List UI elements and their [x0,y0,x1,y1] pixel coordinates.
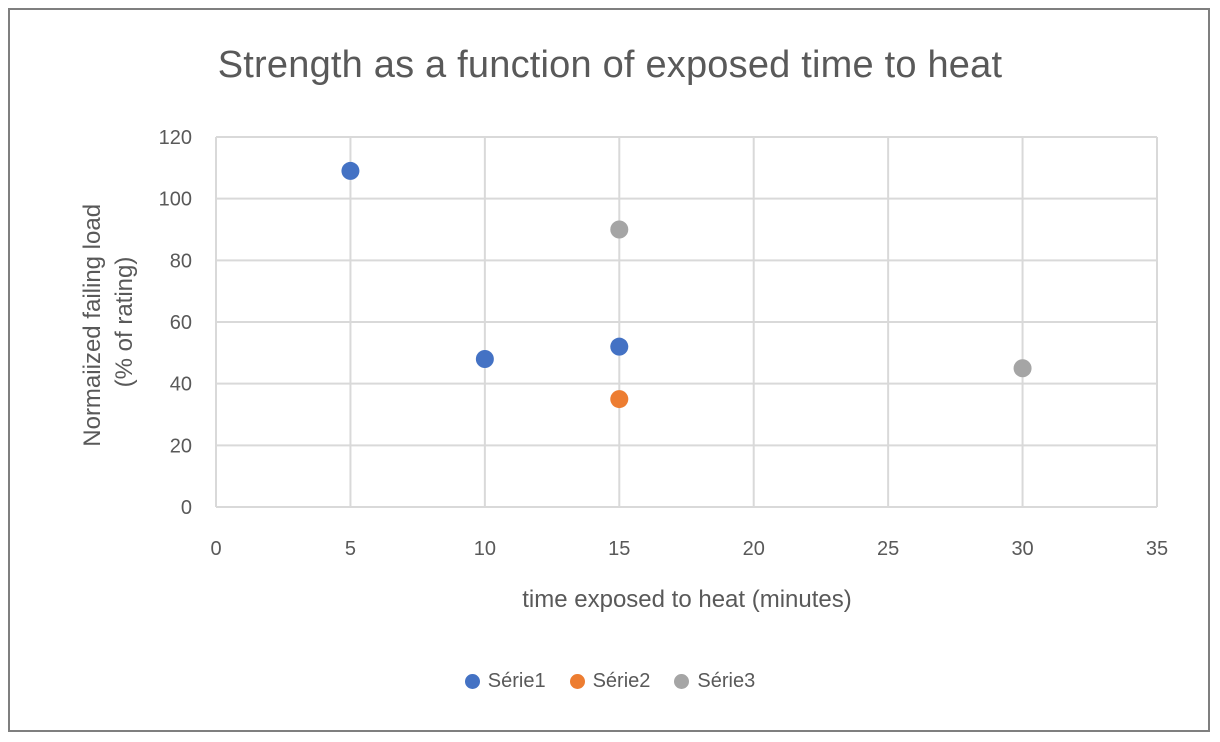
y-tick-label: 60 [170,312,192,334]
x-axis-ticks: 0 5 10 15 20 25 30 35 [210,538,1168,560]
x-tick-label: 25 [877,538,899,560]
legend-marker [674,674,690,689]
y-tick-label: 0 [181,497,192,519]
x-tick-label: 35 [1146,538,1168,560]
y-tick-label: 20 [170,435,192,457]
data-point-series-2 [610,390,629,409]
data-points [341,161,1032,409]
data-point-series-1 [610,337,629,356]
data-point-series-1 [341,161,360,180]
legend-label: Série2 [592,670,651,692]
gridlines [215,136,1158,508]
y-tick-label: 40 [170,374,192,396]
x-tick-label: 5 [345,538,356,560]
y-tick-label: 80 [170,250,192,272]
y-axis-title: Normaiized failing load (% of rating) [79,197,138,446]
legend-label: Série3 [697,670,756,692]
legend-marker [464,674,480,689]
x-axis-title: time exposed to heat (minutes) [522,586,852,613]
y-tick-label: 100 [159,189,192,211]
x-tick-label: 15 [608,538,630,560]
legend-item-series-2: Série2 [569,670,651,693]
y-tick-label: 120 [159,127,192,149]
data-point-series-1 [475,350,494,368]
legend-label: Série1 [487,670,546,692]
legend-item-series-1: Série1 [464,670,546,693]
x-tick-label: 20 [743,538,765,560]
legend: Série1 Série2 Série3 [0,670,1220,693]
x-tick-label: 10 [474,538,496,560]
y-axis-title-line-1: Normaiized failing load [79,204,106,447]
data-point-series-3 [1013,359,1032,378]
y-axis-ticks: 0 20 40 60 80 100 120 [159,127,192,519]
chart-frame [8,8,1210,732]
y-axis-title-line-2: (% of rating) [111,257,138,388]
x-tick-label: 30 [1011,538,1033,560]
x-tick-label: 0 [210,538,221,560]
data-point-series-3 [610,220,629,239]
chart-title: Strength as a function of exposed time t… [217,44,1003,86]
legend-item-series-3: Série3 [674,670,755,693]
legend-marker [569,674,585,689]
